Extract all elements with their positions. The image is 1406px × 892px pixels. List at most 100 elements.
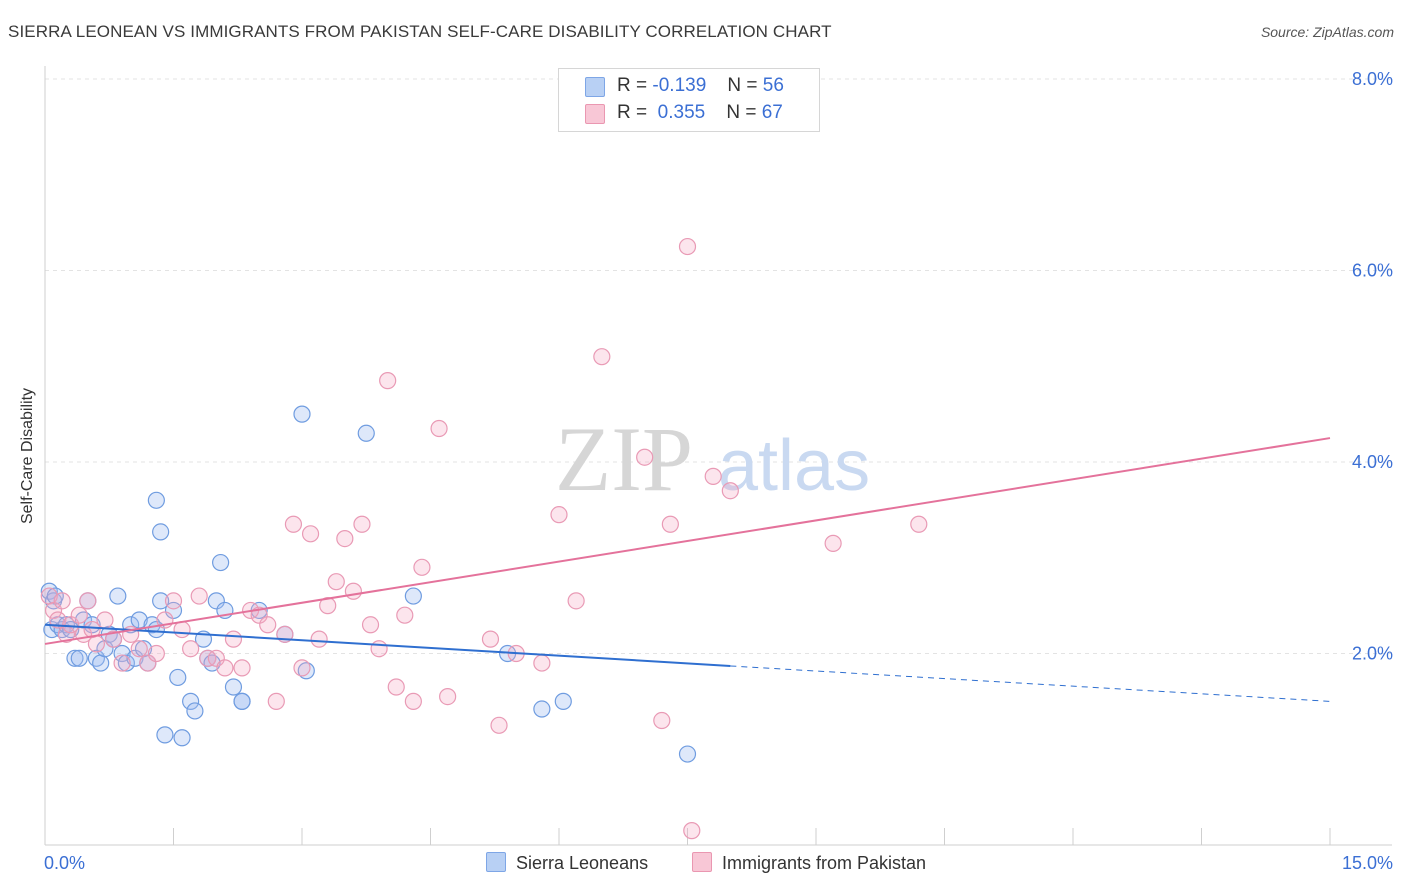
pakistan-point xyxy=(678,237,697,256)
sierra-leonean-trend-line xyxy=(44,623,731,667)
sierra-leonean-point xyxy=(70,649,88,667)
x-tick-label: 15.0% xyxy=(1342,853,1393,873)
pakistan-point xyxy=(104,630,123,648)
n-label: N = xyxy=(727,75,758,96)
pakistan-point xyxy=(139,654,157,672)
pakistan-point xyxy=(310,630,328,648)
pakistan-point xyxy=(824,534,842,552)
sierra-leonean-point xyxy=(152,592,170,610)
source-label: Source: ZipAtlas.com xyxy=(1260,24,1394,40)
legend-row-text: R = 0.355 N = 67 xyxy=(617,102,783,124)
pakistan-point xyxy=(413,558,431,576)
pakistan-point xyxy=(490,716,508,734)
sierra-leonean-point xyxy=(109,587,127,605)
sierra-leonean-point xyxy=(357,424,375,442)
pakistan-point xyxy=(173,620,191,639)
sierra-leonean-point xyxy=(224,678,243,696)
pakistan-point xyxy=(344,582,362,600)
pakistan-point xyxy=(301,525,320,543)
sierra-leonean-point xyxy=(92,654,110,672)
bottom-legend-label: Sierra Leoneans xyxy=(516,853,649,873)
pakistan-point xyxy=(130,640,148,658)
legend-row-text: R = -0.139 N = 56 xyxy=(617,75,784,97)
sierra-leonean-point xyxy=(147,491,165,509)
sierra-leonean-point xyxy=(156,726,174,744)
pakistan-point xyxy=(327,573,345,591)
pakistan-point xyxy=(533,654,551,672)
pakistan-point xyxy=(404,692,422,710)
n-label: N = xyxy=(726,102,757,123)
watermark-atlas: atlas xyxy=(718,426,870,506)
pakistan-point xyxy=(49,611,67,629)
sierra-leonean-point xyxy=(186,702,204,720)
y-tick-label: 8.0% xyxy=(1352,69,1393,89)
pakistan-point xyxy=(481,630,500,648)
pakistan-point xyxy=(79,592,97,610)
pakistan-point xyxy=(704,467,722,485)
sierra-leonean-point xyxy=(152,523,170,541)
data-points xyxy=(40,237,928,840)
pakistan-point xyxy=(396,606,414,624)
r-label: R = xyxy=(617,75,648,96)
y-tick-label: 4.0% xyxy=(1352,452,1393,472)
bottom-legend-swatch-blue xyxy=(486,852,506,872)
pakistan-point xyxy=(910,515,928,533)
pakistan-point xyxy=(267,692,285,710)
correlation-legend: R = -0.139 N = 56 R = 0.355 N = 67 xyxy=(558,68,820,132)
pakistan-point xyxy=(44,601,63,620)
pakistan-point xyxy=(284,515,303,533)
pakistan-point xyxy=(593,348,611,366)
pakistan-point xyxy=(370,640,388,658)
legend-swatch-pink xyxy=(585,104,605,124)
pakistan-point xyxy=(70,606,88,624)
grid-lines xyxy=(45,78,1392,654)
pakistan-point xyxy=(216,659,234,677)
sierra-leonean-point xyxy=(169,668,187,687)
pakistan-point xyxy=(653,711,671,730)
bottom-legend-swatch-pink xyxy=(692,852,712,872)
pakistan-point xyxy=(567,592,585,610)
sierra-leonean-point xyxy=(173,729,191,747)
x-tick-label: 0.0% xyxy=(44,853,85,873)
pakistan-point xyxy=(683,822,701,840)
pakistan-point xyxy=(293,659,311,677)
r-value-pink: 0.355 xyxy=(657,102,706,123)
sierra-leonean-trend-extension xyxy=(730,665,1331,702)
pakistan-point xyxy=(113,654,131,672)
bottom-legend-sierra-leoneans: Sierra Leoneans xyxy=(486,852,648,874)
pakistan-point xyxy=(190,587,208,605)
trend-lines xyxy=(44,437,1331,702)
n-value-pink: 67 xyxy=(761,102,783,123)
pakistan-point xyxy=(62,616,80,634)
axes: 2.0% 4.0% 6.0% 8.0% 0.0% 15.0% xyxy=(44,66,1393,873)
sierra-leonean-point xyxy=(533,700,551,718)
pakistan-point xyxy=(636,448,654,466)
sierra-leonean-point xyxy=(113,644,131,663)
r-label: R = xyxy=(617,102,648,123)
pakistan-point xyxy=(164,592,183,610)
pakistan-point xyxy=(233,659,251,677)
pakistan-point xyxy=(147,644,165,663)
sierra-leonean-point xyxy=(404,587,422,605)
pakistan-point xyxy=(224,630,243,648)
pakistan-point xyxy=(207,649,225,667)
pakistan-point xyxy=(259,616,277,634)
watermark-zip: ZIP xyxy=(555,408,693,510)
pakistan-point xyxy=(361,616,380,634)
sierra-leonean-point xyxy=(126,649,144,667)
pakistan-point xyxy=(353,515,371,533)
n-value-blue: 56 xyxy=(762,75,784,96)
pakistan-point xyxy=(387,678,405,696)
sierra-leonean-point xyxy=(293,405,311,423)
pakistan-point xyxy=(721,482,739,500)
sierra-leonean-point xyxy=(66,649,84,667)
pakistan-point xyxy=(182,640,200,658)
sierra-leonean-point xyxy=(554,692,572,710)
pakistan-trend-line xyxy=(44,437,1331,645)
legend-swatch-blue xyxy=(585,77,605,97)
pakistan-point xyxy=(87,635,106,653)
r-value-blue: -0.139 xyxy=(652,75,707,96)
pakistan-point xyxy=(336,529,354,548)
pakistan-point xyxy=(439,687,457,706)
